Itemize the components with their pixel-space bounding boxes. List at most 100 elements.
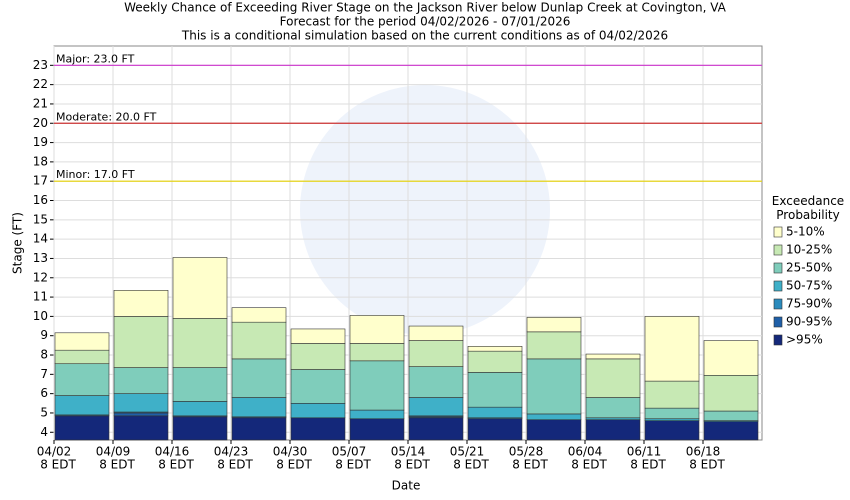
x-tick-label: 06/11: [627, 445, 662, 459]
legend-label: >95%: [786, 333, 823, 347]
legend-swatch: [773, 262, 783, 274]
legend-swatch: [773, 334, 783, 346]
y-tick-label: 22: [33, 77, 48, 91]
bar-segment: [172, 257, 228, 319]
y-tick-label: 14: [33, 232, 48, 246]
bar-segment: [172, 401, 228, 417]
legend-swatch: [773, 226, 783, 238]
chart-title: Weekly Chance of Exceeding River Stage o…: [124, 1, 727, 15]
bar-segment: [467, 346, 523, 352]
x-tick-sublabel: 8 EDT: [453, 458, 489, 472]
y-axis-label: Stage (FT): [11, 212, 25, 274]
x-tick-label: 05/07: [332, 445, 367, 459]
bar-segment: [585, 358, 641, 398]
bar-segment: [349, 360, 405, 411]
x-tick-label: 04/23: [214, 445, 249, 459]
bar-segment: [231, 321, 287, 360]
y-tick-label: 17: [33, 174, 48, 188]
x-tick-label: 06/04: [568, 445, 603, 459]
legend-swatch: [773, 280, 783, 292]
chart-subtitle: This is a conditional simulation based o…: [181, 29, 668, 43]
x-tick-label: 05/14: [391, 445, 426, 459]
legend-title: Exceedance Probability: [772, 194, 844, 222]
bar-segment: [113, 290, 169, 317]
bar-segment: [408, 325, 464, 341]
bar-segment: [54, 363, 110, 396]
y-tick-label: 6: [40, 386, 48, 400]
x-tick-sublabel: 8 EDT: [394, 458, 430, 472]
bar-segment: [467, 418, 523, 441]
x-tick-sublabel: 8 EDT: [158, 458, 194, 472]
bar-segment: [349, 315, 405, 344]
bar-segment: [526, 413, 582, 421]
bar-segment: [172, 416, 228, 441]
y-tick-label: 8: [40, 348, 48, 362]
y-tick-label: 11: [33, 290, 48, 304]
legend-label: 50-75%: [786, 279, 832, 293]
bar-segment: [231, 358, 287, 398]
bar-segment: [290, 369, 346, 404]
bar-segment: [290, 328, 346, 344]
x-tick-label: 06/18: [686, 445, 721, 459]
legend-swatch: [773, 316, 783, 328]
watermark: [300, 85, 550, 335]
legend-label: 10-25%: [786, 243, 832, 257]
bar-segment: [585, 397, 641, 419]
bar-segment: [290, 417, 346, 441]
bar-segment: [349, 418, 405, 441]
bar-segment: [172, 367, 228, 402]
bar-segment: [54, 349, 110, 365]
threshold-label: Minor: 17.0 FT: [56, 168, 135, 181]
y-tick-label: 19: [33, 135, 48, 149]
y-tick-label: 21: [33, 96, 48, 110]
x-axis-label: Date: [392, 479, 421, 493]
x-tick-sublabel: 8 EDT: [689, 458, 725, 472]
bar-segment: [408, 397, 464, 417]
bar-segment: [231, 417, 287, 441]
bar-segment: [113, 367, 169, 394]
x-tick-label: 04/09: [96, 445, 131, 459]
x-tick-label: 04/02: [37, 445, 72, 459]
y-tick-label: 16: [33, 193, 48, 207]
x-tick-sublabel: 8 EDT: [276, 458, 312, 472]
x-tick-sublabel: 8 EDT: [217, 458, 253, 472]
bar-segment: [408, 366, 464, 398]
bar-segment: [113, 393, 169, 413]
bar-segment: [644, 380, 700, 409]
bar-segment: [526, 358, 582, 415]
y-tick-label: 23: [33, 58, 48, 72]
bar-segment: [231, 307, 287, 323]
bar-segment: [467, 372, 523, 408]
threshold-label: Moderate: 20.0 FT: [56, 110, 157, 123]
bar-segment: [703, 421, 759, 441]
bar-segment: [526, 331, 582, 360]
bar-segment: [172, 318, 228, 368]
bar-segment: [526, 317, 582, 333]
bar-segment: [585, 353, 641, 360]
x-tick-label: 05/28: [509, 445, 544, 459]
legend-label: 5-10%: [786, 225, 825, 239]
bar-segment: [54, 332, 110, 351]
y-tick-label: 9: [40, 328, 48, 342]
bar-segment: [644, 407, 700, 420]
threshold-label: Major: 23.0 FT: [56, 52, 135, 65]
bar-segment: [231, 397, 287, 418]
legend-swatch: [773, 298, 783, 310]
legend-label: 90-95%: [786, 315, 832, 329]
x-tick-sublabel: 8 EDT: [571, 458, 607, 472]
bar-segment: [467, 350, 523, 373]
bar-segment: [54, 415, 110, 441]
bar-segment: [467, 406, 523, 419]
y-tick-label: 13: [33, 251, 48, 265]
bar-segment: [54, 395, 110, 416]
bar-segment: [113, 316, 169, 368]
x-tick-sublabel: 8 EDT: [99, 458, 135, 472]
y-tick-label: 20: [33, 116, 48, 130]
x-tick-label: 05/21: [450, 445, 485, 459]
bar-segment: [290, 343, 346, 370]
bar-segment: [703, 340, 759, 376]
bar-segment: [408, 340, 464, 367]
bar-segment: [526, 419, 582, 441]
x-tick-label: 04/30: [273, 445, 308, 459]
